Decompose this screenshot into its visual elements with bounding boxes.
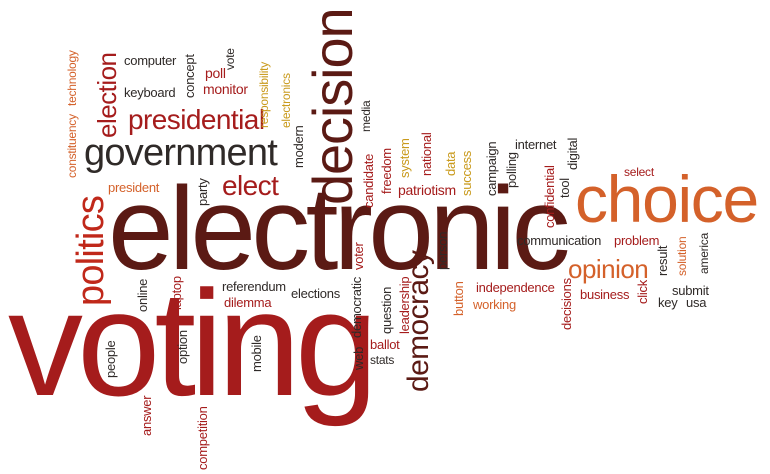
word-modern: modern (291, 125, 306, 168)
word-elections: elections (291, 286, 340, 301)
word-democratic: democratic (349, 277, 364, 338)
word-click: click (635, 280, 650, 304)
word-key: key (658, 295, 678, 310)
word-decisions: decisions (559, 278, 574, 330)
word-system: system (397, 138, 412, 178)
word-concept: concept (182, 54, 197, 98)
word-election: election (92, 52, 122, 138)
word-button: button (451, 281, 466, 316)
word-internet: internet (515, 137, 557, 152)
word-elect: elect (222, 170, 279, 201)
word-choice: choice (575, 162, 759, 236)
word-problem: problem (614, 233, 660, 248)
word-answer: answer (139, 395, 154, 436)
word-usa: usa (686, 295, 707, 310)
word-web: web (351, 346, 366, 370)
word-submit: submit (672, 283, 709, 298)
word-electronics: electronics (279, 73, 293, 128)
word-patriotism: patriotism (398, 182, 456, 198)
word-party: party (195, 178, 210, 206)
word-responsibility: responsibility (257, 61, 271, 128)
word-result: result (655, 245, 670, 276)
word-working: working (473, 297, 516, 312)
word-mobile: mobile (249, 335, 264, 372)
word-constituency: constituency (65, 114, 79, 178)
word-america: america (697, 233, 711, 274)
word-technology: technology (65, 50, 79, 106)
word-media: media (359, 100, 373, 132)
word-online: online (135, 278, 150, 312)
word-laptop: laptop (169, 276, 184, 310)
word-leadership: leadership (397, 276, 412, 334)
word-keyboard: keyboard (124, 85, 176, 100)
word-competition: competition (195, 406, 210, 470)
word-electronic: electronic (108, 163, 571, 295)
word-politics: politics (70, 195, 112, 306)
word-freedom: freedom (379, 148, 394, 194)
word-confidential: confidential (542, 165, 557, 228)
word-poll: poll (205, 65, 226, 81)
word-dilemma: dilemma (224, 295, 272, 310)
word-computer: computer (124, 53, 177, 68)
word-select: select (624, 165, 654, 179)
word-president: president (108, 180, 160, 195)
word-tool: tool (557, 178, 572, 198)
word-referendum: referendum (222, 279, 286, 294)
word-communication: communication (517, 233, 602, 248)
word-solution: solution (675, 236, 689, 276)
word-people: people (103, 340, 118, 378)
word-option: option (175, 330, 190, 364)
word-digital: digital (565, 137, 580, 170)
word-candidate: candidate (361, 153, 376, 208)
word-stats: stats (370, 353, 395, 367)
word-presidential: presidential (128, 104, 265, 135)
word-decision: decision (301, 8, 364, 205)
word-government: government (84, 132, 278, 174)
word-voter: voter (351, 242, 366, 270)
word-vote: vote (223, 48, 237, 70)
word-person: person (435, 231, 450, 270)
word-national: national (419, 132, 434, 176)
word-business: business (580, 287, 630, 302)
word-question: question (379, 286, 394, 334)
word-data: data (443, 151, 458, 176)
word-polling: polling (504, 152, 519, 188)
word-independence: independence (476, 280, 555, 295)
word-ballot: ballot (370, 337, 400, 352)
word-campaign: campaign (484, 141, 499, 196)
word-voting: voting (8, 259, 378, 427)
word-monitor: monitor (203, 81, 248, 97)
word-opinion: opinion (568, 254, 649, 284)
word-success: success (459, 150, 474, 196)
